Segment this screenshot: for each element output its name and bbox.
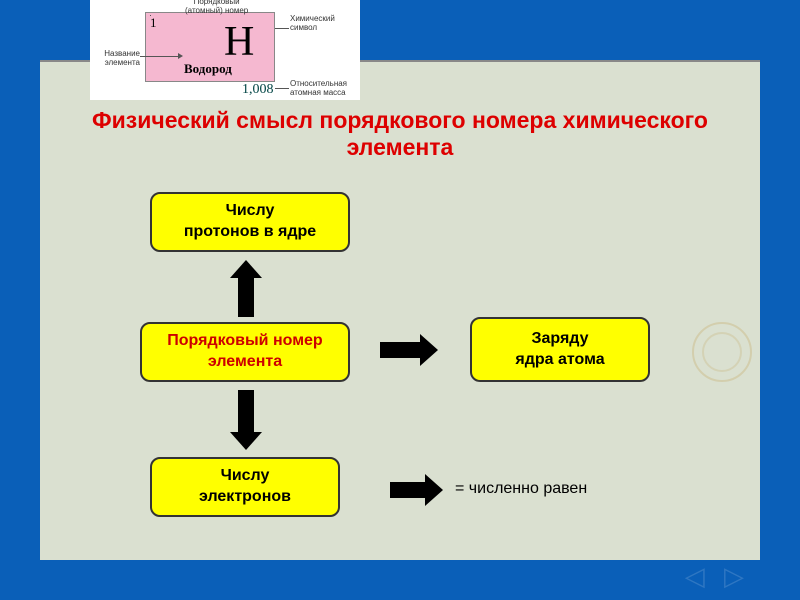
label-mass: Относительнаяатомная масса bbox=[290, 80, 347, 98]
ptr-mass bbox=[275, 88, 289, 89]
box-ordinal: Порядковый номерэлемента bbox=[140, 322, 350, 382]
arrow-up-head bbox=[230, 260, 262, 278]
element-name: Водород bbox=[184, 61, 232, 77]
arrow-right-head bbox=[420, 334, 438, 366]
ptr-atomic bbox=[150, 15, 151, 16]
atomic-number: 1 bbox=[150, 15, 157, 31]
box-protons: Числупротонов в ядре bbox=[150, 192, 350, 252]
nav-arrows[interactable]: ◁ ▷ bbox=[685, 561, 750, 592]
slide-panel: Физический смысл порядкового номера хими… bbox=[40, 60, 760, 560]
box-ordinal-text: Порядковый номерэлемента bbox=[167, 331, 322, 373]
atomic-mass: 1,008 bbox=[242, 82, 274, 98]
box-electrons: Числуэлектронов bbox=[150, 457, 340, 517]
legend-text: = численно равен bbox=[455, 480, 587, 498]
element-box: 1 Н Водород bbox=[145, 12, 275, 82]
box-charge: Зарядуядра атома bbox=[470, 317, 650, 382]
label-name: Название элемента bbox=[80, 50, 140, 68]
ptr-name-head bbox=[178, 53, 183, 59]
box-charge-text: Зарядуядра атома bbox=[515, 329, 604, 371]
arrow-down-body bbox=[238, 390, 254, 432]
element-symbol: Н bbox=[224, 18, 254, 66]
box-protons-text: Числупротонов в ядре bbox=[184, 201, 316, 243]
element-card: 1 Н Водород 1,008 Порядковый(атомный) но… bbox=[90, 0, 360, 100]
legend-arrow-body bbox=[390, 482, 425, 498]
label-atomic-num: Порядковый(атомный) номер bbox=[185, 0, 248, 16]
ptr-name bbox=[140, 56, 180, 57]
box-electrons-text: Числуэлектронов bbox=[199, 466, 291, 508]
main-title: Физический смысл порядкового номера хими… bbox=[40, 107, 760, 161]
deco-circle-inner bbox=[702, 332, 742, 372]
ptr-symbol bbox=[275, 28, 289, 29]
arrow-up-body bbox=[238, 277, 254, 317]
arrow-down-head bbox=[230, 432, 262, 450]
legend-arrow-head bbox=[425, 474, 443, 506]
label-symbol: Химический символ bbox=[290, 15, 360, 33]
arrow-right-body bbox=[380, 342, 420, 358]
